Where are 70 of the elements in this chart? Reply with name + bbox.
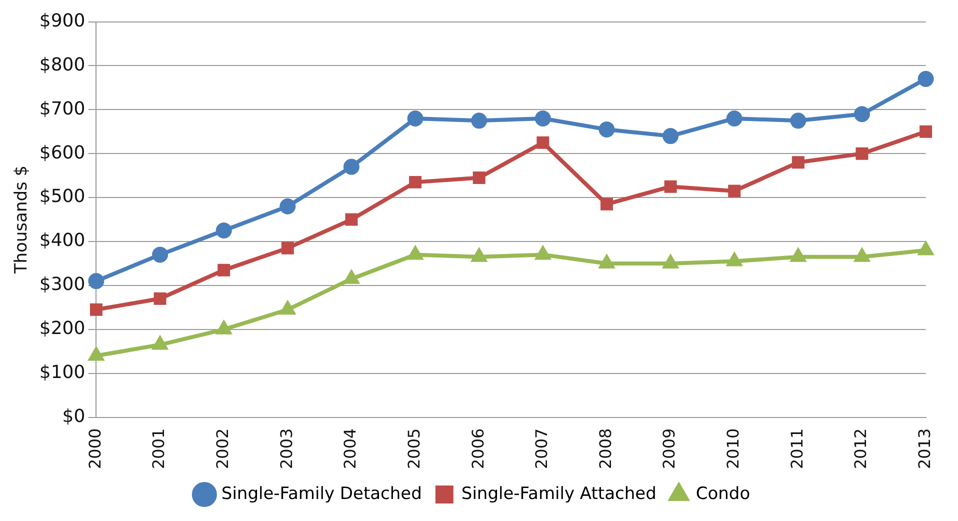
x-tick-label: 2009	[660, 428, 679, 469]
point	[152, 336, 168, 350]
point	[600, 198, 613, 210]
y-tick-label: $800	[39, 54, 86, 76]
point	[536, 136, 550, 149]
y-tick-label: $100	[39, 362, 86, 384]
point	[344, 270, 359, 284]
point	[600, 255, 614, 268]
point	[726, 110, 742, 126]
x-tick-label: 2012	[851, 428, 870, 469]
point	[218, 264, 230, 276]
point	[216, 321, 232, 334]
x-tick-label: 2004	[340, 428, 360, 469]
x-tick-label: 2000	[85, 428, 104, 469]
point	[727, 253, 742, 266]
x-tick-label: 2003	[276, 428, 296, 469]
point	[790, 112, 806, 129]
point	[88, 273, 104, 290]
y-tick-label: $300	[39, 274, 86, 296]
x-tick-label: 2005	[404, 428, 424, 469]
point	[662, 128, 679, 144]
point	[280, 198, 296, 214]
x-tick-label: 2007	[532, 428, 552, 469]
legend-label: Single-Family Detached	[221, 484, 422, 504]
point	[90, 303, 102, 316]
point	[918, 242, 933, 256]
point	[407, 110, 424, 126]
x-tick-label: 2011	[787, 428, 806, 469]
y-tick-label: $700	[39, 98, 86, 120]
legend-label: Single-Family Attached	[461, 484, 656, 504]
legend-label: Condo	[696, 484, 750, 504]
y-tick-label: $200	[39, 318, 86, 340]
y-tick-label: $0	[62, 406, 86, 427]
point	[472, 248, 486, 262]
point	[408, 246, 422, 260]
x-tick-label: 2001	[149, 428, 168, 469]
point	[471, 112, 488, 129]
x-tick-label: 2010	[724, 428, 743, 469]
point	[790, 248, 806, 262]
y-tick-label: $500	[39, 186, 86, 208]
point	[854, 106, 870, 122]
point	[152, 246, 168, 263]
point	[728, 184, 741, 198]
y-tick-label: $600	[39, 142, 86, 164]
point	[216, 222, 232, 239]
x-tick-label: 2006	[468, 428, 488, 469]
point	[343, 158, 360, 175]
y-tick-label: $400	[39, 230, 86, 252]
point	[536, 246, 550, 260]
point	[280, 302, 295, 315]
point	[920, 125, 932, 138]
point	[663, 255, 678, 268]
point	[856, 147, 868, 160]
x-tick-label: 2013	[914, 428, 934, 469]
y-axis-title: Thousands $	[12, 165, 32, 275]
point	[598, 121, 615, 138]
point	[154, 292, 166, 305]
x-tick-label: 2008	[596, 428, 615, 469]
y-tick-label: $900	[39, 10, 86, 32]
point	[854, 248, 870, 262]
point	[664, 180, 677, 193]
point	[534, 110, 551, 126]
x-tick-label: 2002	[212, 428, 232, 469]
point	[89, 348, 104, 361]
point	[345, 213, 358, 226]
point	[792, 156, 804, 169]
point	[472, 172, 486, 184]
point	[281, 242, 294, 254]
point	[918, 70, 934, 87]
point	[409, 176, 422, 188]
